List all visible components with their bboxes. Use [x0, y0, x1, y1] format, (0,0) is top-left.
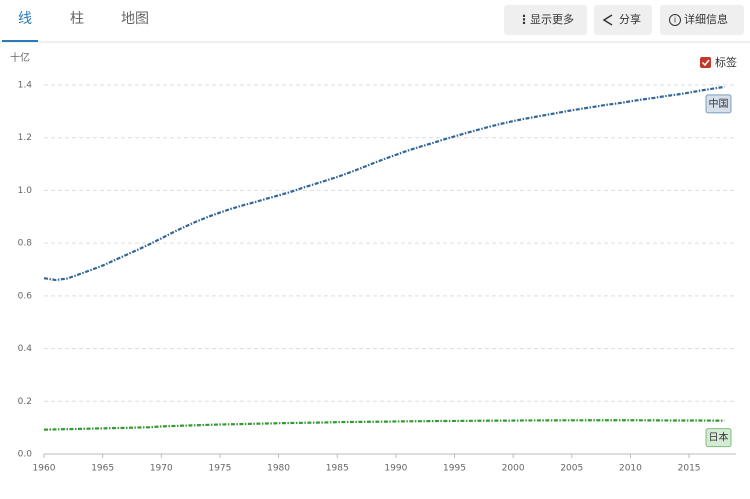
y-axis-label: 十亿 [10, 51, 30, 64]
button[interactable]: 分享 [594, 5, 652, 35]
series-tag: 中国 [709, 97, 729, 110]
y-tick-label: 0.0 [18, 450, 33, 460]
x-tick-label: 2005 [560, 464, 583, 474]
x-tick-label: 2015 [678, 464, 701, 474]
x-tick-label: 2000 [502, 464, 525, 474]
check-mark [701, 59, 710, 67]
icon: ⋮ [518, 13, 530, 27]
tab[interactable]: 柱 [70, 11, 84, 27]
x-tick-label: 2010 [619, 464, 642, 474]
icon [602, 14, 613, 26]
x-tick-label: 1985 [326, 464, 349, 474]
button-label: 分享 [619, 12, 641, 26]
x-tick-label: 1990 [384, 464, 407, 474]
button[interactable]: ⋮ 显示更多 [504, 5, 587, 35]
tab[interactable]: 地图 [121, 11, 149, 27]
series-tag: 日本 [709, 431, 729, 444]
toggle-label: 标签 [715, 55, 737, 69]
x-tick-label: 1970 [150, 464, 173, 474]
button-bg [594, 5, 652, 35]
button-bg [660, 5, 744, 35]
series-line [43, 85, 725, 282]
y-tick-label: 1.2 [18, 133, 32, 143]
button[interactable]: i 详细信息 [660, 5, 744, 35]
button-label: 详细信息 [684, 12, 728, 26]
button-bg [504, 5, 587, 35]
y-tick-label: 0.2 [18, 397, 32, 407]
button-label: 显示更多 [530, 12, 574, 26]
x-tick-label: 1995 [443, 464, 466, 474]
y-tick-label: 1.0 [18, 186, 33, 196]
y-tick-label: 0.4 [18, 344, 33, 354]
x-tick-label: 1975 [208, 464, 231, 474]
label-toggle[interactable]: 标签 [700, 55, 737, 69]
y-tick-label: 0.8 [18, 239, 33, 249]
y-tick-label: 1.4 [18, 81, 33, 91]
x-tick-label: 1965 [91, 464, 114, 474]
checkbox[interactable] [700, 57, 711, 68]
series-tag-bg [705, 428, 732, 448]
icon [669, 14, 681, 26]
series-tag-bg [705, 94, 732, 114]
series-line [43, 419, 725, 431]
y-tick-label: 0.6 [18, 291, 33, 301]
x-tick-label: 1960 [33, 464, 56, 474]
icon: i [674, 16, 676, 25]
x-tick-label: 1980 [267, 464, 290, 474]
tab[interactable]: 线 [18, 11, 32, 27]
